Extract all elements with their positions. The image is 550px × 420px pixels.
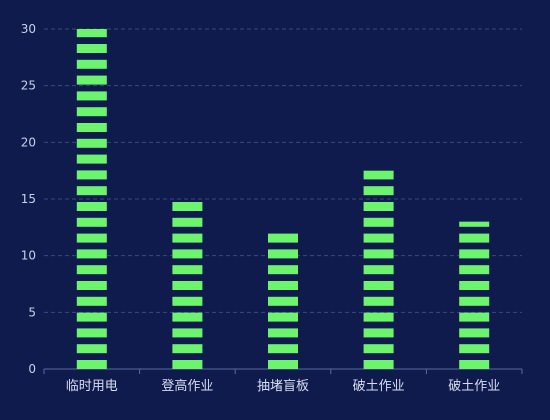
bar-segment: [172, 202, 203, 211]
bar-segment: [172, 328, 203, 338]
x-axis-ticks: 临时用电 登高作业 抽堵盲板 破土作业 破土作业: [66, 378, 500, 394]
bar-segment: [459, 265, 490, 275]
bar-segment: [76, 202, 107, 211]
x-axis: [43, 368, 523, 374]
bar-segment: [363, 202, 394, 211]
bar-segment: [76, 29, 107, 38]
bar-segment: [363, 233, 394, 243]
bar-segment: [172, 217, 203, 227]
bar-segment: [172, 281, 203, 290]
bar-segment: [76, 154, 107, 164]
bar-segment: [76, 249, 107, 259]
bar-segment: [172, 344, 203, 354]
y-tick-label: 25: [21, 79, 36, 93]
bar-segment: [459, 221, 490, 227]
bar-segment: [459, 328, 490, 338]
bar-segment: [363, 312, 394, 322]
bar-segment: [363, 249, 394, 259]
bar-segment: [76, 328, 107, 338]
bar-segment: [268, 312, 298, 322]
bar-segment: [268, 233, 298, 243]
bar-segment: [268, 265, 298, 275]
bar-segment: [172, 360, 203, 369]
bar-segment: [459, 344, 490, 354]
bar-segment: [459, 281, 490, 290]
bar-segment: [268, 344, 298, 354]
bar-segment: [172, 249, 203, 259]
bar-segment: [268, 281, 298, 290]
bar-segment: [459, 249, 490, 259]
bar: [172, 202, 203, 369]
bar-segment: [76, 360, 107, 369]
bar-segment: [76, 170, 107, 180]
x-tick-label: 破土作业: [353, 379, 405, 394]
y-tick-label: 5: [28, 305, 36, 319]
bar-segment: [76, 233, 107, 243]
bar-segment: [268, 249, 298, 259]
bar-segment: [76, 138, 107, 148]
x-tick-label: 临时用电: [66, 379, 118, 394]
bar-segment: [76, 107, 107, 117]
bar-segment: [363, 328, 394, 338]
bar-segment: [459, 312, 490, 322]
bar-segment: [76, 265, 107, 275]
bar-segment: [363, 281, 394, 290]
bar-segment: [363, 170, 394, 180]
bar-segment: [172, 296, 203, 306]
bar-segment: [76, 312, 107, 322]
bar-segment: [268, 328, 298, 338]
y-tick-label: 20: [21, 135, 36, 149]
y-tick-label: 10: [21, 249, 36, 263]
bar-segment: [76, 59, 107, 69]
bar-segment: [76, 44, 107, 53]
bar-segment: [363, 217, 394, 227]
bar-segment: [363, 360, 394, 369]
bar-segment: [76, 75, 107, 85]
bar-segment: [268, 360, 298, 369]
bar-segment: [268, 296, 298, 306]
bar-segment: [363, 265, 394, 275]
x-tick-label: 破土作业: [448, 379, 500, 394]
x-tick-label: 登高作业: [161, 378, 213, 394]
bar-segment: [363, 344, 394, 354]
bar-segment: [76, 217, 107, 227]
bar-segment: [76, 186, 107, 196]
x-tick-label: 抽堵盲板: [257, 378, 309, 394]
bar-segment: [76, 296, 107, 306]
bar-segment: [172, 233, 203, 243]
y-tick-label: 30: [21, 22, 36, 36]
bar-segment: [459, 360, 490, 369]
bar-segment: [363, 296, 394, 306]
bars: [76, 29, 490, 369]
bar-segment: [172, 312, 203, 322]
bar-segment: [363, 186, 394, 196]
bar: [459, 221, 490, 369]
bar: [76, 29, 107, 369]
y-axis-ticks: 0 5 10 15 20 25 30: [21, 22, 36, 376]
bar-segment: [172, 265, 203, 275]
y-tick-label: 15: [21, 192, 36, 206]
bar-segment: [76, 123, 107, 132]
bar: [268, 233, 298, 369]
bar: [363, 170, 394, 369]
y-tick-label: 0: [28, 362, 36, 376]
bar-segment: [459, 233, 490, 243]
bar-segment: [459, 296, 490, 306]
bar-segment: [76, 91, 107, 101]
bar-segment: [76, 281, 107, 290]
bar-segment: [76, 344, 107, 354]
